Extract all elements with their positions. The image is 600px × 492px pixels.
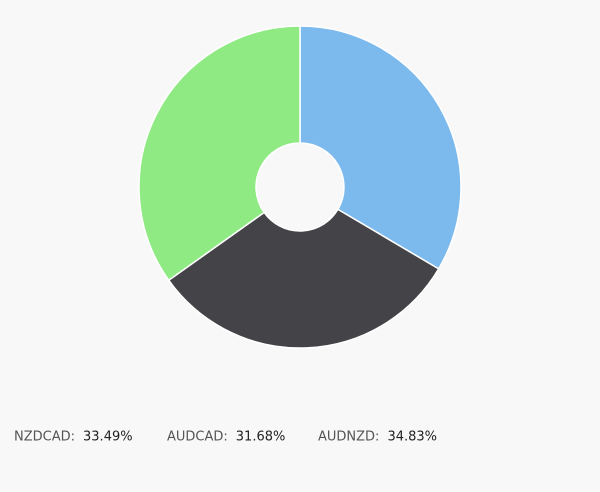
donut-segment — [138, 25, 301, 282]
legend-label: AUDNZD: — [318, 430, 379, 445]
legend-value: 31.68% — [236, 430, 286, 445]
legend-label: AUDCAD: — [167, 430, 228, 445]
donut-segment — [167, 208, 440, 349]
legend-value: 33.49% — [83, 430, 133, 445]
legend-label: NZDCAD: — [14, 430, 75, 445]
legend-value: 34.83% — [387, 430, 437, 445]
donut-segment — [299, 25, 462, 270]
